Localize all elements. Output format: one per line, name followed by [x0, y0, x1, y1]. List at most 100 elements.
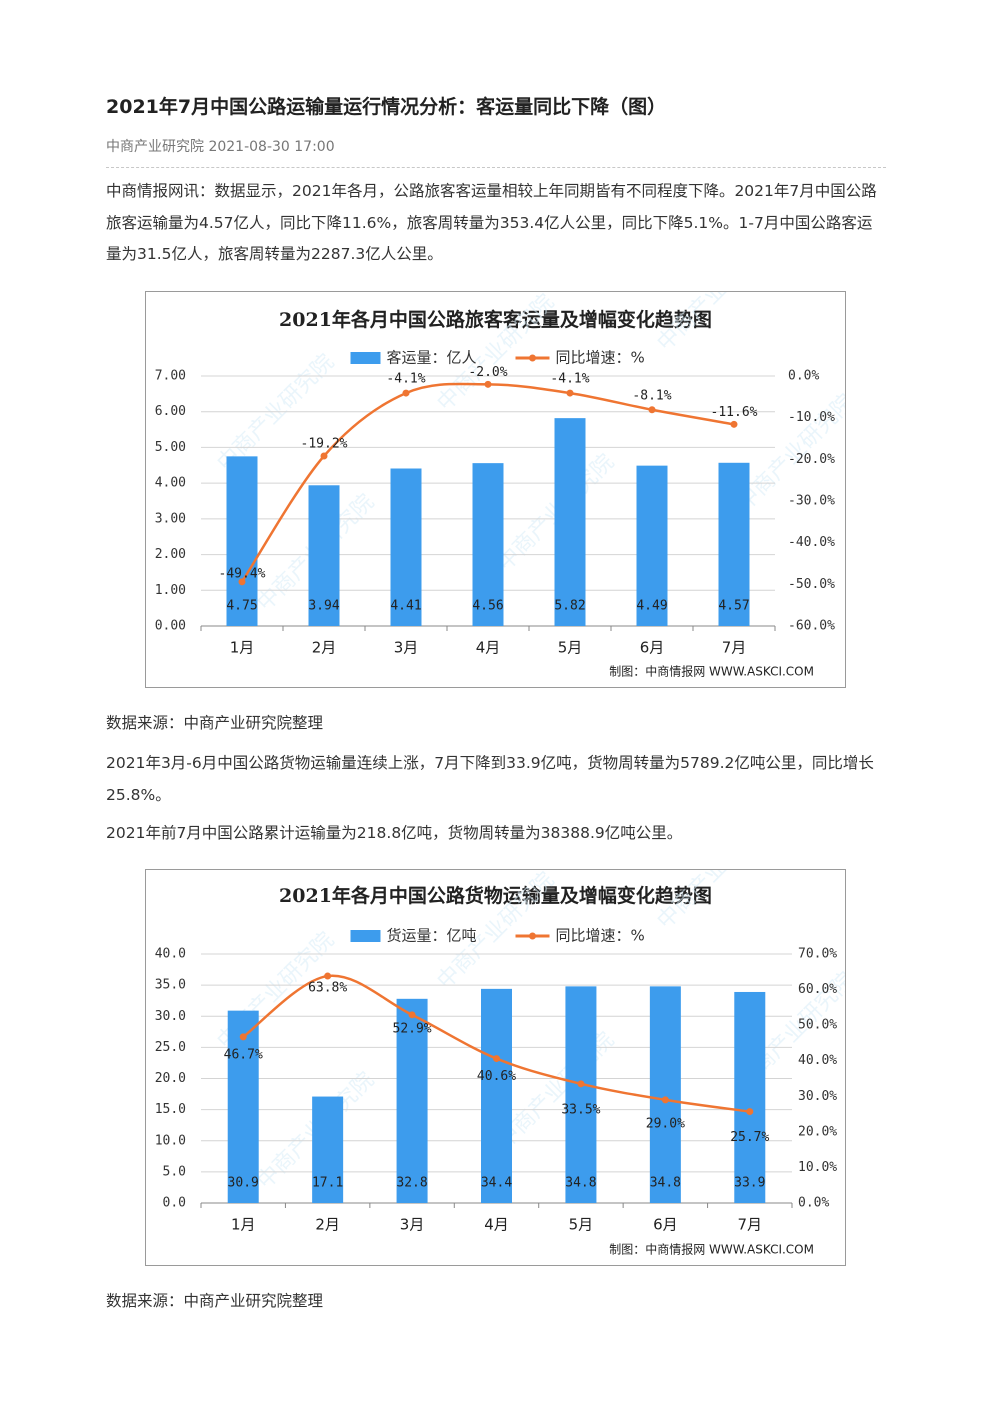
- growth-point: [239, 1033, 247, 1041]
- right-axis-tick-label: -50.0%: [788, 577, 835, 592]
- bar: [565, 986, 597, 1203]
- left-axis-tick-label: 2.00: [155, 547, 186, 562]
- chart-credit: 制图：中商情报网 WWW.ASKCI.COM: [609, 664, 814, 679]
- passenger-chart: 2021年各月中国公路旅客客运量及增幅变化趋势图 中商产业研究院 中商产业研究院 中商…: [145, 291, 846, 688]
- legend-swatch-bar: [350, 930, 381, 942]
- right-axis-tick-label: 30.0%: [798, 1089, 837, 1104]
- category-label: 2月: [312, 639, 337, 657]
- growth-value-label: 46.7%: [224, 1047, 263, 1062]
- chart-title: 2021年各月中国公路旅客客运量及增幅变化趋势图: [279, 308, 712, 331]
- legend-swatch-marker: [529, 932, 536, 940]
- category-label: 5月: [569, 1216, 594, 1234]
- right-axis-tick-label: 40.0%: [798, 1053, 837, 1068]
- left-axis-tick-label: 25.0: [155, 1040, 186, 1055]
- bar: [472, 463, 504, 626]
- left-axis-tick-label: 7.00: [155, 369, 186, 384]
- right-axis-tick-label: 50.0%: [798, 1018, 837, 1033]
- article-title: 2021年7月中国公路运输量运行情况分析：客运量同比下降（图）: [106, 96, 667, 118]
- data-source-caption: 数据来源：中商产业研究院整理: [106, 714, 324, 732]
- bar: [308, 485, 340, 626]
- growth-point: [408, 1011, 416, 1019]
- right-axis-tick-label: -20.0%: [788, 452, 835, 467]
- growth-point: [320, 452, 328, 460]
- left-axis-tick-label: 35.0: [155, 978, 186, 993]
- category-label: 6月: [653, 1216, 678, 1234]
- bar-value-label: 32.8: [396, 1176, 427, 1191]
- category-label: 4月: [476, 639, 501, 657]
- bar: [734, 991, 766, 1203]
- left-axis-tick-label: 5.0: [163, 1164, 186, 1179]
- bar-value-label: 4.75: [226, 599, 257, 614]
- category-label: 2月: [315, 1216, 340, 1234]
- bar-value-label: 4.41: [390, 599, 421, 614]
- growth-point: [493, 1055, 500, 1063]
- category-label: 7月: [722, 639, 747, 657]
- growth-point: [324, 972, 332, 980]
- category-label: 6月: [640, 639, 665, 657]
- legend-label-bar: 货运量：亿吨: [387, 927, 477, 945]
- right-axis-tick-label: -10.0%: [788, 410, 835, 425]
- growth-point: [661, 1096, 669, 1104]
- bar: [312, 1096, 344, 1203]
- growth-point: [402, 389, 410, 397]
- watermark-text: 中商产业研究院: [653, 292, 780, 356]
- category-label: 3月: [394, 639, 419, 657]
- divider: [106, 167, 886, 168]
- category-label: 1月: [230, 639, 255, 657]
- bar: [227, 1010, 259, 1203]
- bar: [636, 465, 668, 626]
- growth-value-label: 63.8%: [308, 981, 347, 996]
- paragraph-freight: 2021年3月-6月中国公路货物运输量连续上涨，7月下降到33.9亿吨，货物周转…: [106, 754, 874, 804]
- article-meta: 中商产业研究院 2021-08-30 17:00: [106, 139, 335, 155]
- growth-point: [566, 389, 574, 397]
- chart-title: 2021年各月中国公路货物运输量及增幅变化趋势图: [279, 884, 712, 907]
- bar-value-label: 17.1: [312, 1176, 343, 1191]
- growth-value-label: -49.4%: [219, 566, 266, 581]
- bar-value-label: 4.56: [472, 599, 503, 614]
- left-axis-tick-label: 30.0: [155, 1009, 186, 1024]
- left-axis-tick-label: 1.00: [155, 583, 186, 598]
- growth-value-label: 52.9%: [393, 1021, 432, 1036]
- bar: [390, 468, 422, 626]
- left-axis-tick-label: 3.00: [155, 511, 186, 526]
- legend-label-line: 同比增速：%: [556, 349, 645, 367]
- growth-point: [577, 1080, 585, 1088]
- bar: [396, 998, 428, 1203]
- category-label: 5月: [558, 639, 583, 657]
- left-axis-tick-label: 0.0: [163, 1196, 186, 1211]
- category-label: 4月: [484, 1216, 509, 1234]
- chart-credit: 制图：中商情报网 WWW.ASKCI.COM: [609, 1242, 814, 1257]
- bar: [649, 986, 681, 1203]
- watermark-text: 中商产业研究院: [653, 870, 780, 934]
- right-axis-tick-label: 0.0%: [788, 369, 819, 384]
- left-axis-tick-label: 6.00: [155, 404, 186, 419]
- right-axis-tick-label: -40.0%: [788, 535, 835, 550]
- bar-value-label: 34.4: [481, 1176, 512, 1191]
- bar: [226, 456, 258, 626]
- growth-point: [730, 420, 738, 428]
- bar-value-label: 33.9: [734, 1176, 765, 1191]
- left-axis-tick-label: 5.00: [155, 440, 186, 455]
- growth-point: [238, 578, 246, 586]
- paragraph-intro: 中商情报网讯：数据显示，2021年各月，公路旅客客运量相较上年同期皆有不同程度下…: [106, 182, 877, 263]
- bar-value-label: 30.9: [228, 1176, 259, 1191]
- right-axis-tick-label: 0.0%: [798, 1196, 829, 1211]
- right-axis-tick-label: 10.0%: [798, 1160, 837, 1175]
- bar: [718, 462, 750, 626]
- right-axis-tick-label: -60.0%: [788, 619, 835, 634]
- growth-value-label: 33.5%: [561, 1102, 600, 1117]
- category-label: 3月: [400, 1216, 425, 1234]
- left-axis-tick-label: 10.0: [155, 1133, 186, 1148]
- left-axis-tick-label: 0.00: [155, 619, 186, 634]
- left-axis-tick-label: 20.0: [155, 1071, 186, 1086]
- bar-value-label: 3.94: [308, 599, 339, 614]
- legend-label-bar: 客运量：亿人: [387, 349, 477, 367]
- left-axis-tick-label: 40.0: [155, 947, 186, 962]
- growth-value-label: 40.6%: [477, 1069, 516, 1084]
- freight-chart: 2021年各月中国公路货物运输量及增幅变化趋势图 中商产业研究院 中商产业研究院 中商…: [145, 869, 846, 1266]
- right-axis-tick-label: 60.0%: [798, 982, 837, 997]
- legend-swatch-marker: [529, 354, 536, 362]
- growth-value-label: -11.6%: [711, 405, 758, 420]
